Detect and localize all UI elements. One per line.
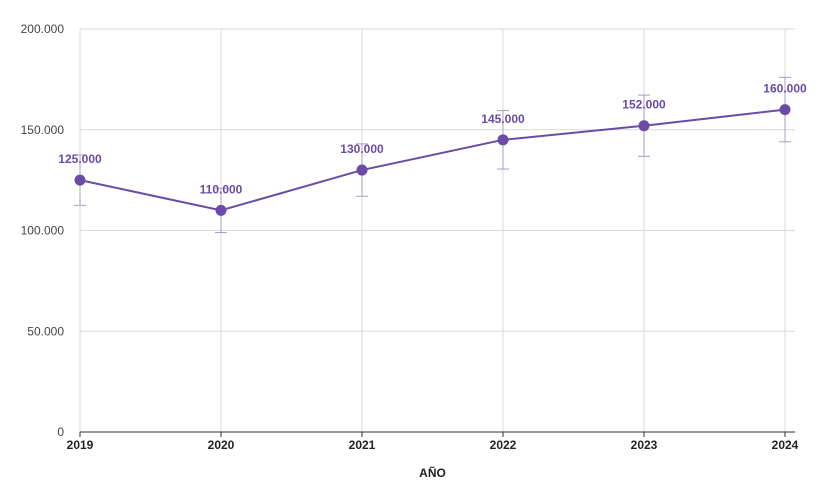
x-tick-label: 2022: [490, 438, 517, 452]
data-label: 160.000: [763, 82, 807, 96]
y-tick-label: 150.000: [21, 123, 65, 137]
data-label: 145.000: [481, 112, 525, 126]
y-tick-label: 200.000: [21, 22, 65, 36]
data-point: [74, 174, 86, 186]
x-tick-label: 2019: [67, 438, 94, 452]
x-tick-label: 2024: [772, 438, 799, 452]
x-tick-label: 2021: [349, 438, 376, 452]
data-point: [497, 134, 509, 146]
data-point: [356, 164, 368, 176]
data-label: 152.000: [622, 98, 666, 112]
y-tick-label: 50.000: [27, 324, 64, 338]
y-tick-label: 100.000: [21, 224, 65, 238]
data-label: 110.000: [200, 182, 243, 196]
data-point: [779, 104, 791, 116]
data-label: 130.000: [340, 142, 384, 156]
x-axis-title: AÑO: [419, 465, 446, 480]
x-tick-label: 2023: [631, 438, 658, 452]
x-tick-label: 2020: [208, 438, 235, 452]
y-tick-label: 0: [57, 425, 64, 439]
data-point: [215, 204, 227, 216]
data-label: 125.000: [58, 152, 102, 166]
series-line: [79, 108, 786, 212]
data-point: [638, 120, 650, 132]
